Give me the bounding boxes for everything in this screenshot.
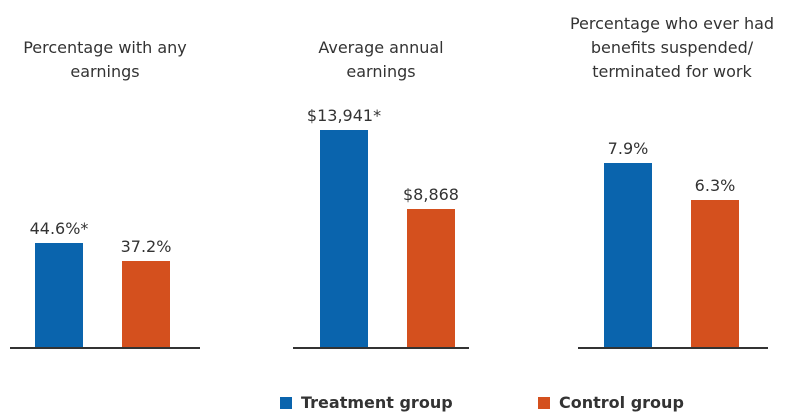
bar bbox=[407, 209, 455, 348]
chart-title: Percentage who ever had benefits suspend… bbox=[569, 14, 775, 81]
axis-line bbox=[10, 347, 200, 349]
legend-label: Control group bbox=[559, 393, 684, 412]
bar bbox=[691, 200, 739, 348]
legend-swatch bbox=[280, 397, 292, 409]
bar bbox=[604, 162, 652, 348]
chart-title: Percentage with any earnings bbox=[23, 38, 187, 81]
axis-line bbox=[293, 347, 469, 349]
bar bbox=[122, 260, 170, 348]
chart-title: Average annual earnings bbox=[318, 38, 444, 81]
bar bbox=[320, 130, 368, 348]
value-label: 7.9% bbox=[607, 138, 649, 158]
value-label: 37.2% bbox=[120, 236, 172, 256]
bar bbox=[35, 243, 83, 348]
value-label: $8,868 bbox=[403, 185, 459, 205]
axis-line bbox=[578, 347, 768, 349]
legend-label: Treatment group bbox=[301, 393, 453, 412]
value-label: 44.6%* bbox=[29, 219, 89, 239]
value-label: 6.3% bbox=[694, 176, 736, 196]
legend-swatch bbox=[538, 397, 550, 409]
value-label: $13,941* bbox=[306, 106, 382, 125]
